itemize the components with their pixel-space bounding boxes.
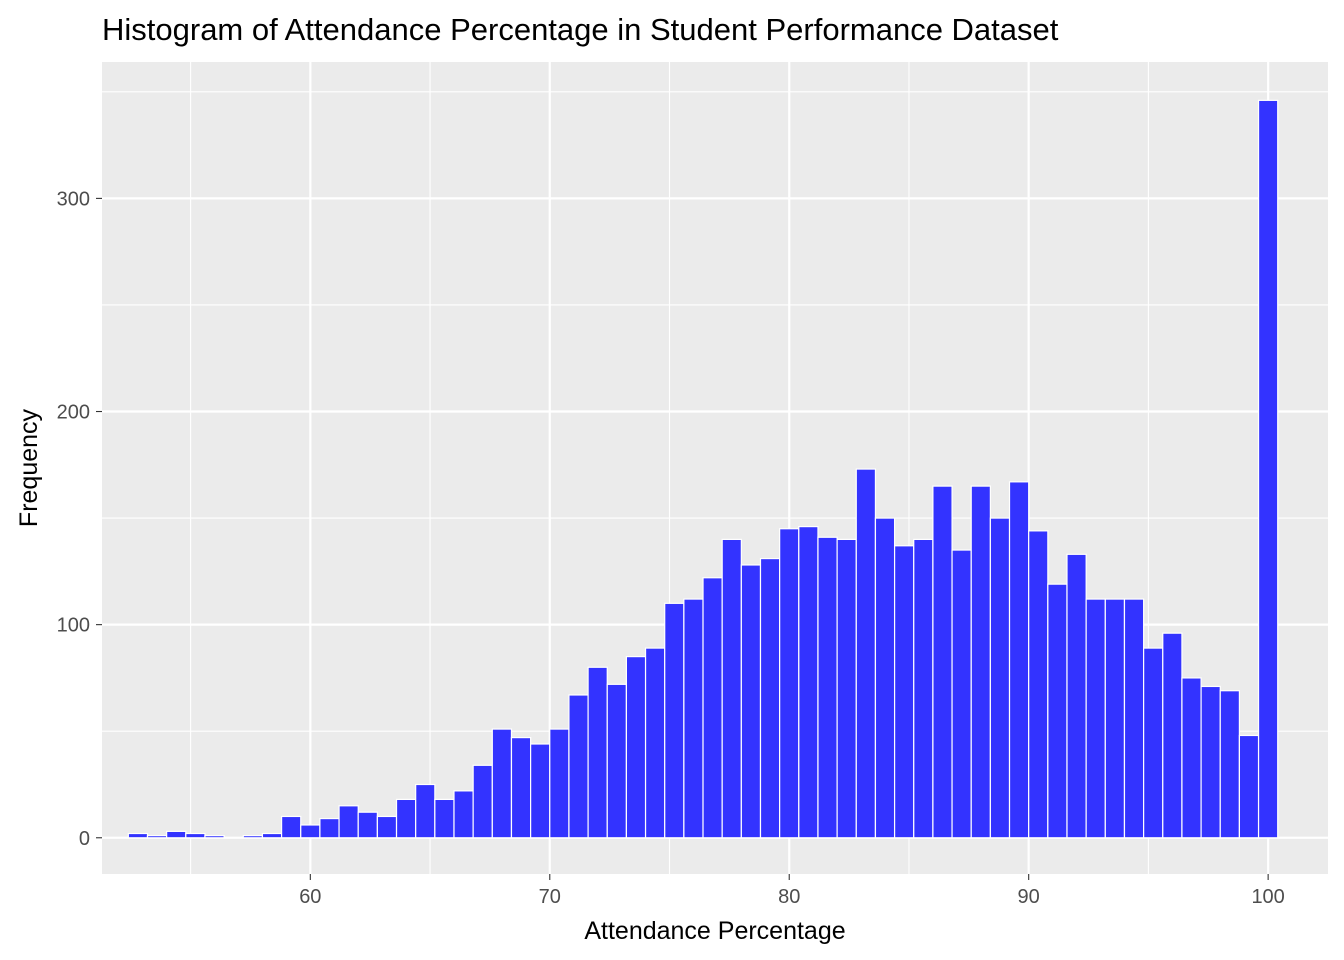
histogram-bar (261, 832, 283, 839)
histogram-bar (893, 545, 915, 839)
histogram-bar (1066, 553, 1087, 839)
histogram-bar (664, 602, 685, 839)
histogram-bar (1085, 598, 1106, 839)
histogram-bar (798, 526, 819, 839)
y-tick-label: 100 (57, 615, 90, 637)
histogram-bars (127, 99, 1279, 839)
y-tick-label: 200 (57, 402, 90, 424)
x-tick-label: 100 (1251, 886, 1284, 908)
histogram-bar (472, 764, 493, 839)
histogram-bar (721, 538, 742, 839)
histogram-bar (319, 817, 340, 839)
chart-title: Histogram of Attendance Percentage in St… (102, 12, 1059, 47)
histogram-bar (127, 832, 149, 839)
histogram-bar (1008, 481, 1030, 839)
histogram-bar (166, 830, 187, 839)
histogram-bar (817, 536, 838, 839)
x-tick-label: 60 (299, 886, 321, 908)
histogram-bar (338, 805, 359, 839)
histogram-bar (625, 656, 647, 839)
histogram-bar (779, 528, 800, 839)
histogram-bar (530, 743, 551, 839)
histogram-bar (1257, 99, 1279, 839)
histogram-bar (491, 728, 513, 839)
histogram-bar (1028, 530, 1049, 839)
histogram-bar (1104, 598, 1126, 839)
y-tick-label: 0 (79, 828, 90, 850)
histogram-bar (606, 683, 628, 839)
histogram-bar (376, 815, 398, 839)
x-axis-title: Attendance Percentage (584, 917, 845, 945)
x-tick-label: 70 (539, 886, 561, 908)
histogram-bar (970, 485, 991, 839)
histogram-bar (1238, 734, 1260, 839)
histogram-bar (740, 564, 762, 839)
histogram-bar (951, 549, 972, 839)
x-axis-ticks: 60 70 80 90 100 (299, 874, 1285, 908)
histogram-bar (874, 517, 896, 839)
histogram-bar (415, 783, 436, 839)
histogram-bar (1181, 677, 1202, 839)
histogram-bar (1200, 685, 1221, 839)
histogram-bar (587, 666, 608, 839)
histogram-bar (242, 835, 264, 839)
histogram-bar (989, 517, 1011, 839)
histogram-bar (395, 798, 417, 839)
histogram-bar (836, 538, 857, 839)
x-tick-label: 90 (1018, 886, 1040, 908)
histogram-bar (453, 790, 474, 839)
histogram-bar (434, 798, 455, 839)
y-tick-label: 300 (57, 188, 90, 210)
histogram-bar (204, 835, 225, 839)
histogram-bar (510, 737, 532, 839)
histogram-bar (1143, 647, 1164, 839)
histogram-bar (1047, 583, 1068, 839)
histogram-bar (568, 694, 589, 839)
histogram-bar (683, 598, 704, 839)
y-axis-ticks: 0 100 200 300 (57, 188, 102, 850)
histogram-bar (855, 468, 877, 839)
histogram-bar (1123, 598, 1145, 839)
histogram-bar (759, 557, 781, 839)
histogram-bar (1219, 690, 1241, 839)
histogram-bar (702, 577, 723, 839)
histogram-bar (300, 824, 321, 839)
histogram-bar (146, 835, 168, 839)
histogram-bar (185, 832, 206, 839)
y-axis-title: Frequency (15, 408, 43, 527)
histogram-bar (644, 647, 666, 839)
histogram-bar (1162, 632, 1183, 839)
histogram-bar (932, 485, 953, 839)
histogram-bar (280, 815, 302, 839)
histogram-bar (357, 811, 378, 839)
x-tick-label: 80 (778, 886, 800, 908)
histogram-bar (549, 728, 570, 839)
histogram-bar (913, 538, 934, 839)
